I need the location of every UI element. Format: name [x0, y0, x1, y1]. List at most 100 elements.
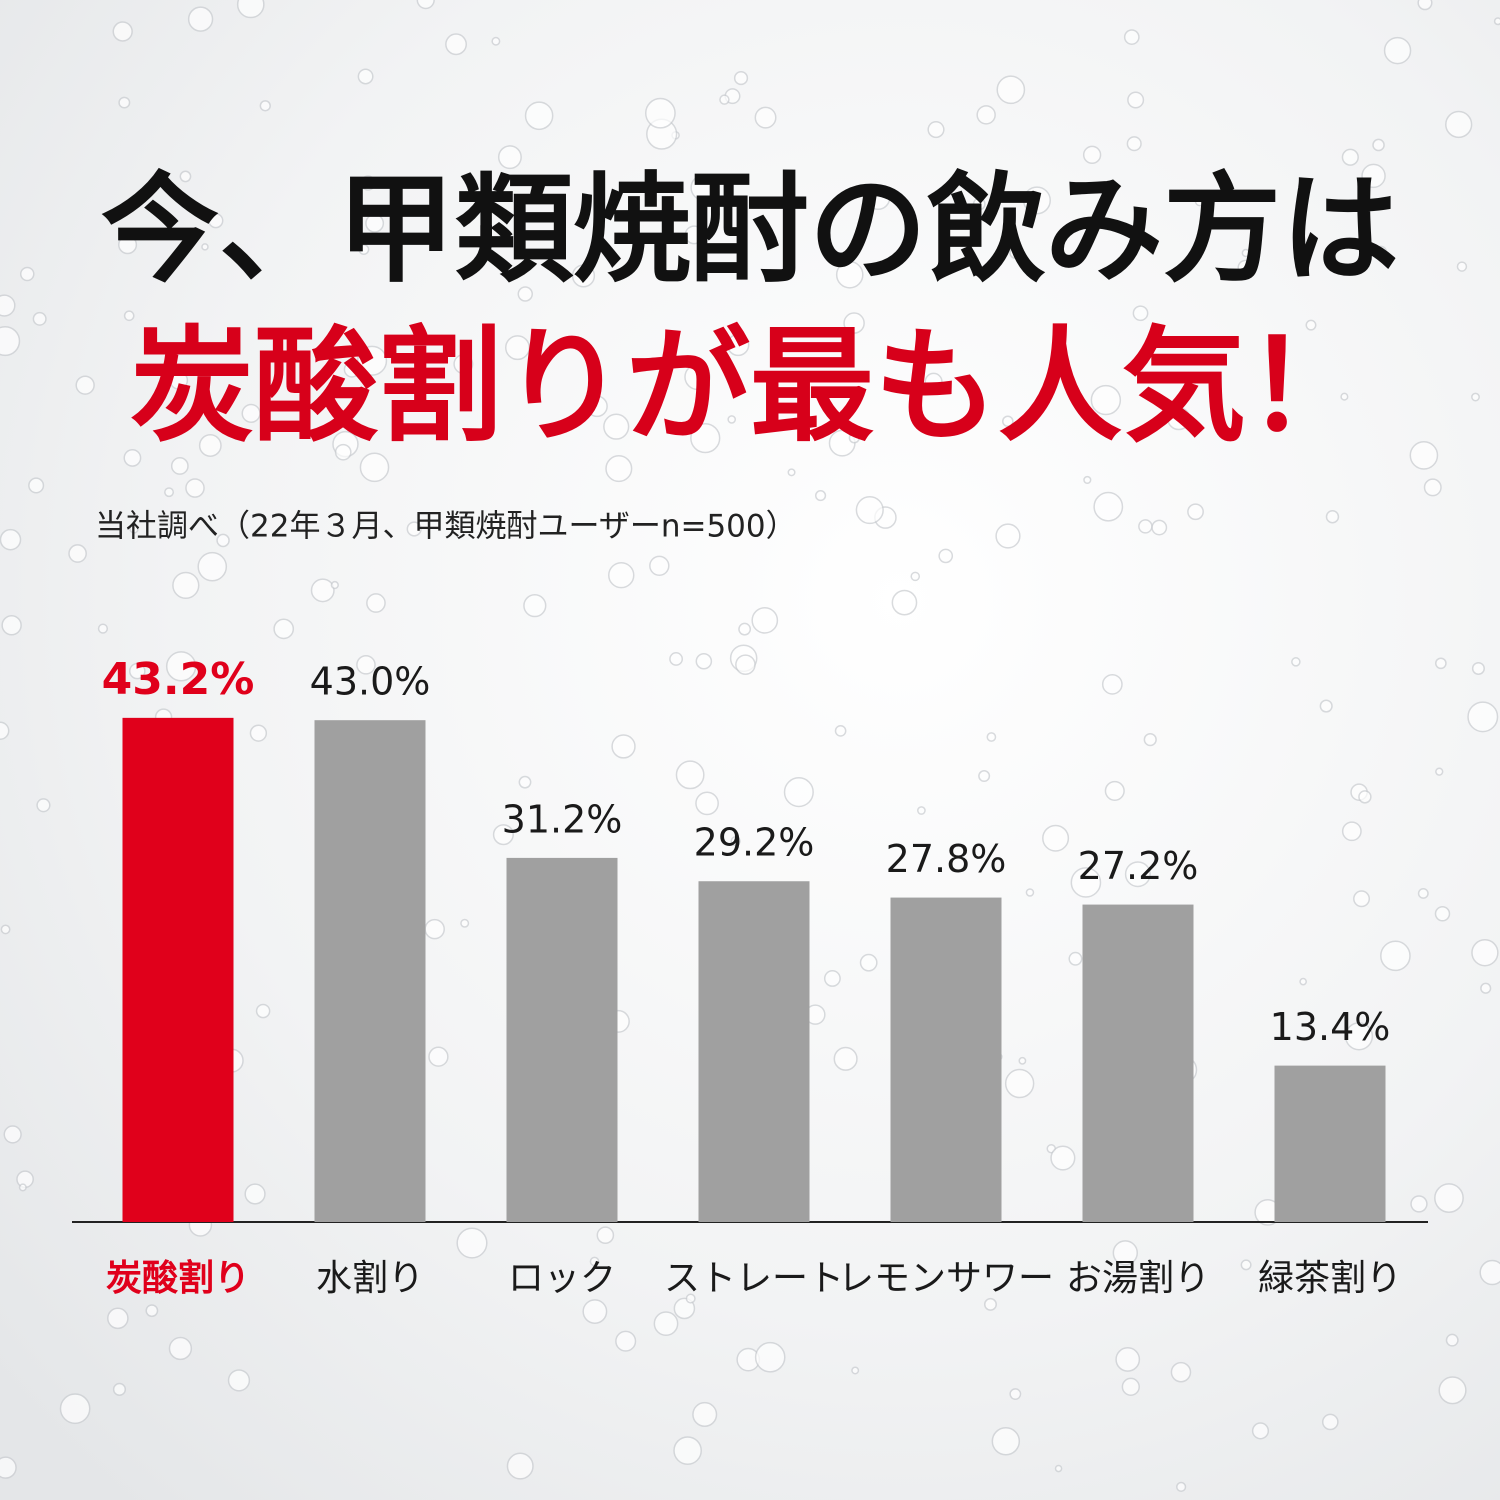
bubble [356, 345, 388, 376]
bubble [179, 170, 192, 183]
bubble [1050, 1145, 1076, 1171]
bubble [112, 1382, 127, 1396]
bubble [608, 561, 635, 589]
bubble [859, 953, 878, 972]
bubble [259, 100, 271, 112]
bubble [165, 651, 197, 682]
bubble [1417, 0, 1433, 11]
bubble [787, 468, 796, 477]
bubble [730, 836, 741, 847]
bubble [128, 662, 146, 680]
bubble [244, 1183, 266, 1205]
bubble [0, 294, 16, 317]
bubble [197, 551, 228, 582]
bubble [273, 618, 295, 640]
bubble [356, 654, 376, 675]
bubble [1167, 406, 1191, 431]
bubble [406, 521, 422, 537]
bubble [1325, 509, 1340, 524]
bubble [865, 185, 891, 211]
bubble [727, 415, 737, 424]
bubble [1126, 136, 1142, 152]
bubble [938, 548, 954, 564]
bubble [1353, 890, 1371, 908]
bubble [517, 286, 533, 302]
bubble [1479, 1259, 1500, 1286]
bubble [123, 448, 142, 467]
bubble [365, 213, 385, 233]
bubble [754, 1341, 786, 1373]
x-tick-label: 緑茶割り [1258, 1258, 1402, 1299]
x-tick-label: 水割り [316, 1258, 424, 1299]
bubble [360, 175, 376, 191]
bubble [518, 775, 532, 789]
bubble [1358, 790, 1372, 804]
bubble [596, 1226, 615, 1245]
value-label: 29.2% [694, 821, 815, 865]
bubble [19, 266, 35, 282]
bubble [1123, 29, 1140, 45]
bubble [1018, 1056, 1027, 1065]
bubble [1101, 673, 1123, 695]
bubble [1194, 196, 1206, 207]
bubble [28, 477, 45, 494]
bubble [1291, 657, 1301, 667]
bubble [0, 325, 21, 357]
bubble [1187, 503, 1204, 521]
bubble [1480, 982, 1492, 994]
bubble [1434, 1183, 1464, 1213]
bubble [1434, 906, 1451, 922]
bubble [491, 36, 501, 46]
bubble [1471, 939, 1499, 967]
bubble [835, 260, 864, 289]
bubble [506, 1452, 534, 1480]
title-line: 今、甲類焼酎の飲み方は [101, 160, 1399, 299]
bubble [684, 363, 711, 391]
bubble [1093, 491, 1124, 522]
bubble [524, 101, 554, 131]
x-tick-label: お湯割り [1066, 1258, 1210, 1299]
bubble [112, 21, 133, 42]
bubble [59, 1393, 91, 1425]
bar [506, 857, 618, 1222]
bubble [589, 1256, 600, 1267]
bubble [358, 243, 370, 256]
bubble [1082, 145, 1102, 165]
bubble [1319, 699, 1333, 713]
bubble [216, 533, 230, 548]
bubble [1374, 245, 1387, 258]
bubble [1176, 1481, 1187, 1493]
bubble [996, 75, 1026, 105]
bubble [1132, 305, 1149, 322]
bubble [1372, 138, 1385, 152]
bubble [1143, 732, 1157, 747]
bubble [571, 264, 596, 288]
bubble [18, 1183, 27, 1192]
bubble [310, 578, 335, 603]
bubble [673, 1436, 703, 1465]
bubble [1241, 248, 1251, 258]
bubble [976, 105, 996, 125]
bubble [36, 798, 51, 813]
bubble [1240, 1259, 1252, 1271]
bubble [751, 606, 779, 634]
bubble [848, 432, 860, 444]
bar [314, 720, 426, 1222]
value-label: 13.4% [1270, 1005, 1391, 1049]
bubble [249, 724, 268, 742]
value-label: 31.2% [502, 797, 623, 841]
bubble [172, 571, 200, 600]
value-label: 27.2% [1078, 844, 1199, 888]
bubble [198, 434, 222, 457]
bubble [118, 96, 131, 109]
value-label: 43.2% [102, 654, 255, 705]
bubble [456, 1227, 488, 1259]
bubble [236, 0, 265, 19]
bubble [735, 654, 756, 676]
bubble [783, 777, 814, 808]
bubble [605, 455, 633, 483]
bubble [972, 197, 986, 211]
